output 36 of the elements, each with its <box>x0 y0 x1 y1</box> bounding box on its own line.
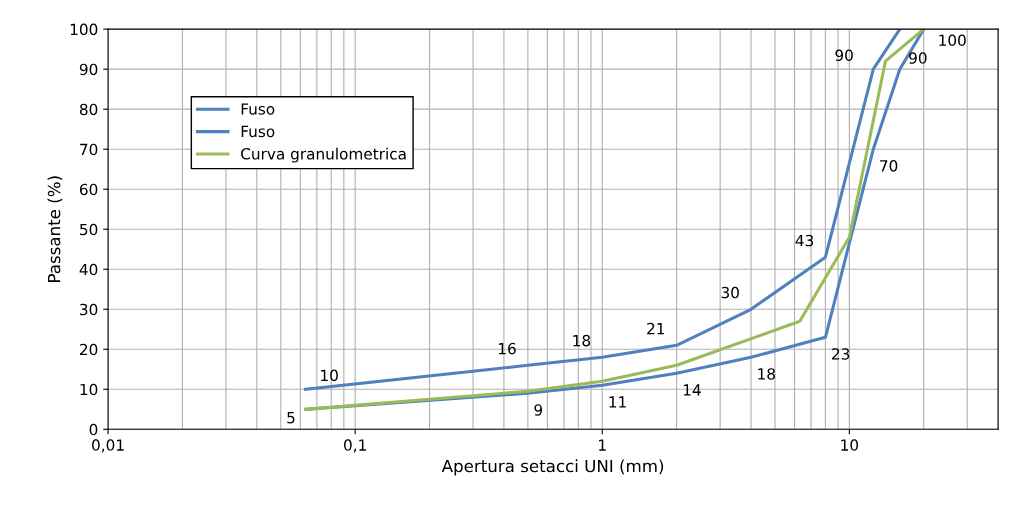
data-label: 90 <box>835 49 853 62</box>
data-label: 18 <box>758 368 775 380</box>
data-label: 90 <box>909 52 927 64</box>
data-label: 70 <box>880 160 898 172</box>
data-label: 10 <box>321 369 338 382</box>
x-axis-title: Apertura setacci UNI (mm) <box>441 459 664 476</box>
y-axis-title: Passante (%) <box>47 176 63 282</box>
y-tick-label: 70 <box>80 143 98 156</box>
data-label: 14 <box>683 384 701 396</box>
y-tick-label: 0 <box>89 423 98 436</box>
x-tick-label: 0,01 <box>92 439 124 453</box>
x-tick-label: 10 <box>841 439 859 451</box>
y-tick-label: 50 <box>80 223 98 236</box>
y-tick-label: 60 <box>79 183 98 196</box>
legend-label: Fuso <box>241 103 275 115</box>
x-tick-label: 0,1 <box>344 439 366 453</box>
y-tick-label: 20 <box>80 343 98 356</box>
x-tick-label: 1 <box>599 439 606 451</box>
y-tick-label: 40 <box>79 263 98 276</box>
data-label: 43 <box>795 234 814 247</box>
data-label: 11 <box>609 396 626 408</box>
data-label: 5 <box>287 412 295 424</box>
data-label: 9 <box>534 404 543 416</box>
legend-label: Curva granulometrica <box>241 147 406 163</box>
data-label: 30 <box>721 286 739 299</box>
y-tick-label: 30 <box>80 303 98 316</box>
y-tick-label: 80 <box>79 103 98 116</box>
y-tick-label: 10 <box>80 383 98 396</box>
y-tick-label: 100 <box>70 23 98 36</box>
y-tick-label: 90 <box>79 63 98 76</box>
data-label: 100 <box>939 34 966 47</box>
legend-label: Fuso <box>241 125 275 138</box>
data-label: 16 <box>498 342 516 355</box>
data-label: 18 <box>573 334 591 347</box>
data-label: 23 <box>832 348 850 360</box>
data-label: 21 <box>647 322 665 335</box>
